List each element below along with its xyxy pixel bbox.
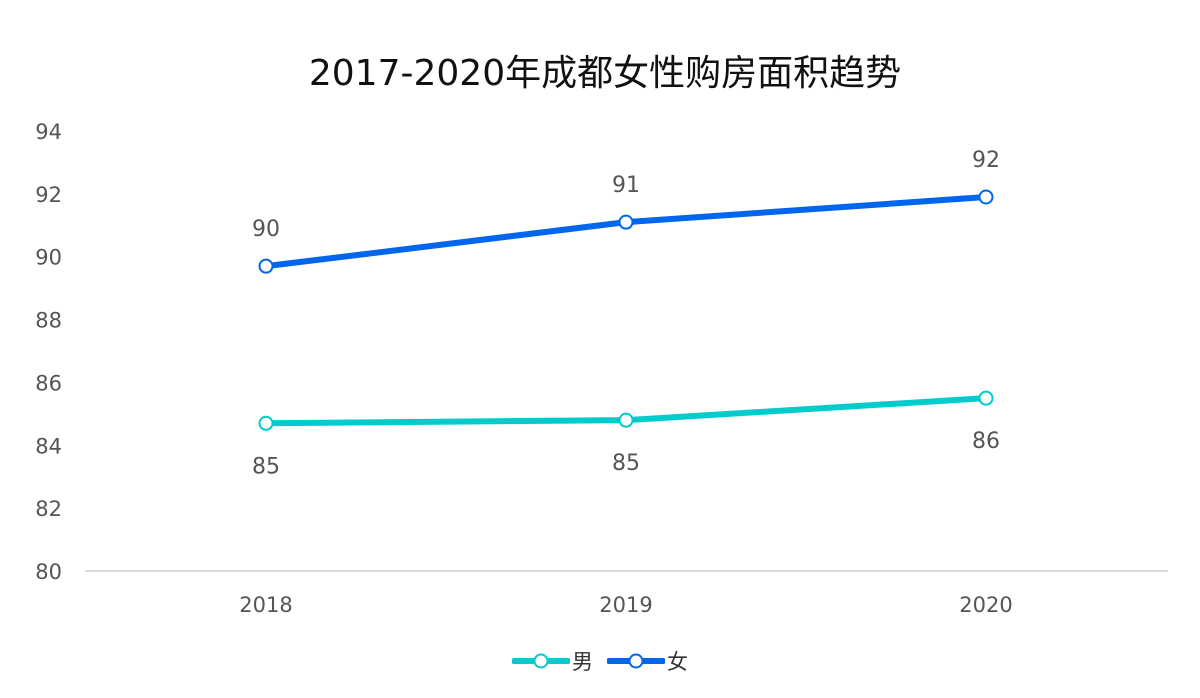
- data-point-marker: [618, 412, 634, 428]
- y-tick-label: 80: [35, 560, 62, 584]
- y-tick-label: 88: [35, 309, 62, 333]
- data-labels: 85 85 86 90 91 92: [252, 148, 1000, 479]
- data-point-marker: [978, 390, 994, 406]
- series-layer: [258, 189, 994, 431]
- y-tick-label: 90: [35, 246, 62, 270]
- data-point-marker: [258, 415, 274, 431]
- data-label: 90: [252, 217, 280, 242]
- legend-label: 男: [572, 650, 593, 674]
- y-axis-ticks: 80 82 84 86 88 90 92 94: [35, 120, 62, 584]
- series-line-1: [263, 194, 989, 270]
- data-label: 85: [252, 454, 280, 479]
- legend: 男女: [0, 646, 1200, 676]
- data-label: 92: [972, 148, 1000, 173]
- legend-item: 男: [512, 646, 593, 676]
- legend-item: 女: [607, 646, 688, 676]
- y-tick-label: 92: [35, 183, 62, 207]
- chart-title: 2017-2020年成都女性购房面积趋势: [308, 53, 902, 94]
- x-tick-label: 2019: [599, 593, 652, 617]
- y-tick-label: 94: [35, 120, 62, 144]
- data-label: 91: [612, 173, 640, 198]
- x-tick-label: 2018: [239, 593, 292, 617]
- y-tick-label: 86: [35, 371, 62, 395]
- data-point-marker: [978, 189, 994, 205]
- data-label: 86: [972, 429, 1000, 454]
- y-tick-label: 84: [35, 434, 62, 458]
- legend-label: 女: [667, 650, 688, 674]
- data-point-marker: [258, 258, 274, 274]
- data-label: 85: [612, 451, 640, 476]
- y-tick-label: 82: [35, 497, 62, 521]
- x-axis-ticks: 2018 2019 2020: [239, 593, 1012, 617]
- data-point-marker: [618, 214, 634, 230]
- legend-swatch-icon: [512, 653, 570, 669]
- x-tick-label: 2020: [959, 593, 1012, 617]
- legend-swatch-icon: [607, 653, 665, 669]
